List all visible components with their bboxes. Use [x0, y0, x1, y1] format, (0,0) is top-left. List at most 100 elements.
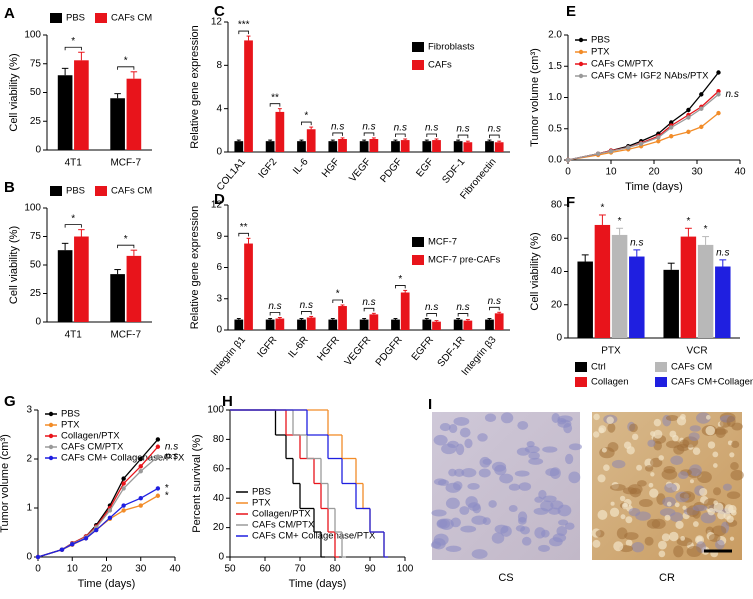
cell-nucleus — [460, 525, 477, 533]
cell-nucleus — [514, 470, 530, 477]
bar — [338, 139, 347, 152]
cell-nucleus — [436, 519, 448, 528]
panel-letter: I — [428, 396, 432, 413]
cell-nucleus — [452, 481, 463, 491]
cell-nucleus — [445, 545, 462, 552]
bar — [234, 319, 244, 330]
membrane-stain — [676, 416, 687, 426]
significance: n.s — [362, 122, 375, 133]
cell-nucleus — [455, 443, 465, 456]
x-tick-label: 0 — [35, 564, 41, 575]
membrane-stain — [705, 415, 711, 420]
legend-label: Collagen — [591, 377, 629, 388]
bar — [297, 319, 306, 330]
x-tick-label: 60 — [259, 564, 271, 575]
cell-nucleus — [644, 536, 654, 546]
x-tick-label: 10 — [67, 564, 79, 575]
cell-nucleus — [459, 506, 470, 515]
cell-nucleus — [689, 425, 701, 432]
bar — [338, 306, 347, 330]
x-tick-label: IGFR — [256, 335, 280, 360]
y-axis-label: Tumor volume (cm³) — [529, 48, 541, 147]
cell-nucleus — [715, 426, 726, 438]
significance-bracket — [363, 307, 375, 312]
line — [567, 93, 719, 161]
marker — [626, 145, 631, 150]
membrane-stain — [674, 502, 680, 508]
legend-label: PTX — [591, 47, 610, 58]
cell-nucleus — [624, 532, 639, 541]
cell-nucleus — [664, 483, 677, 493]
significance: * — [124, 55, 128, 66]
x-tick-label: 4T1 — [65, 330, 83, 341]
bar — [494, 142, 504, 152]
x-tick-label: HGFR — [315, 335, 342, 364]
x-tick-label: PDGFR — [374, 335, 405, 369]
bar — [391, 319, 400, 330]
cell-nucleus — [636, 480, 647, 487]
significance-bracket — [64, 224, 82, 228]
marker — [155, 454, 161, 459]
y-tick-label: 25 — [30, 288, 42, 299]
membrane-stain — [623, 503, 628, 508]
bar — [422, 319, 432, 330]
cell-nucleus — [499, 473, 514, 484]
cell-nucleus — [665, 415, 679, 422]
significance-bracket — [363, 132, 375, 136]
membrane-stain — [650, 472, 655, 477]
marker — [59, 547, 65, 552]
marker — [669, 120, 674, 125]
x-tick-label: 70 — [294, 564, 306, 575]
significance: * — [686, 216, 690, 227]
legend-marker — [578, 73, 584, 79]
membrane-stain — [724, 504, 734, 514]
membrane-stain — [713, 500, 719, 506]
cell-nucleus — [715, 539, 725, 550]
line — [567, 72, 720, 161]
legend-swatch — [655, 362, 667, 372]
marker — [669, 125, 674, 130]
legend-swatch — [575, 362, 587, 372]
cell-nucleus — [461, 468, 477, 478]
legend-marker — [48, 411, 54, 417]
cell-nucleus — [688, 432, 700, 441]
cell-nucleus — [551, 412, 560, 424]
y-axis-label: Relative gene expression — [189, 25, 201, 149]
legend-marker — [48, 455, 54, 461]
marker — [716, 110, 721, 116]
membrane-stain — [649, 488, 659, 498]
marker — [595, 151, 601, 156]
significance: n.s — [331, 122, 344, 133]
marker — [699, 106, 704, 111]
legend-swatch — [412, 237, 424, 247]
y-tick-label: 75 — [30, 231, 42, 242]
cell-nucleus — [689, 464, 702, 477]
bar — [663, 269, 679, 338]
marker — [138, 496, 143, 501]
significance: * — [704, 224, 708, 235]
legend-marker — [578, 37, 584, 43]
cell-nucleus — [611, 459, 626, 469]
x-tick-label: 100 — [397, 564, 414, 575]
y-tick-label: 100 — [24, 30, 41, 41]
y-tick-label: 4 — [216, 103, 222, 114]
membrane-stain — [631, 433, 639, 441]
significance: n.s — [488, 296, 501, 307]
membrane-stain — [675, 520, 684, 529]
cell-nucleus — [433, 434, 448, 446]
legend-swatch — [655, 377, 667, 387]
cell-nucleus — [518, 482, 532, 491]
legend-label: CAFs CM/PTX — [252, 520, 315, 531]
y-tick-label: 1 — [26, 503, 32, 514]
x-tick-label: 20 — [648, 167, 660, 178]
panel-letter: D — [214, 191, 225, 208]
bar — [432, 321, 441, 330]
marker — [138, 469, 143, 474]
x-tick-label: PTX — [601, 346, 621, 357]
x-tick-label: MCF-7 — [110, 158, 141, 169]
marker — [716, 70, 721, 75]
cell-nucleus — [467, 482, 480, 490]
cell-nucleus — [515, 525, 526, 532]
membrane-stain — [603, 464, 610, 472]
membrane-stain — [689, 479, 694, 484]
